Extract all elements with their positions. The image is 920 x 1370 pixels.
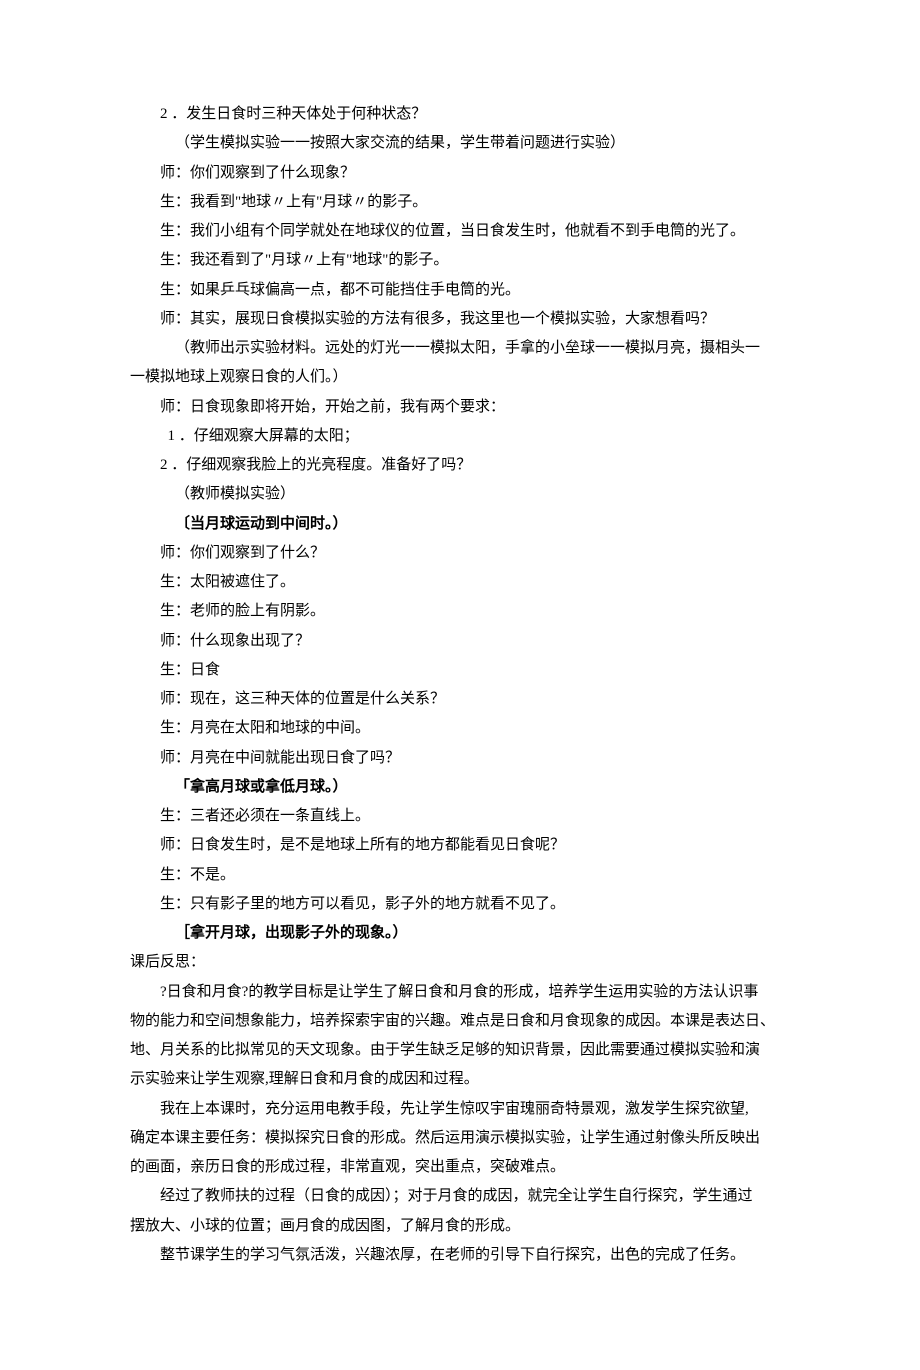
text-line: 生：三者还必须在一条直线上。 [130, 802, 785, 831]
text-line: 师：日食现象即将开始，开始之前，我有两个要求： [130, 393, 785, 422]
text-line: 一模拟地球上观察日食的人们。） [130, 363, 785, 392]
text-line: 生：太阳被遮住了。 [130, 568, 785, 597]
text-line: 生：只有影子里的地方可以看见，影子外的地方就看不见了。 [130, 890, 785, 919]
text-line: 2 ．仔细观察我脸上的光亮程度。准备好了吗？ [130, 451, 785, 480]
text-line: 的画面，亲历日食的形成过程，非常直观，突出重点，突破难点。 [130, 1153, 785, 1182]
text-line: 1 ．仔细观察大屏幕的太阳； [130, 422, 785, 451]
text-line: 示实验来让学生观察,理解日食和月食的成因和过程。 [130, 1065, 785, 1094]
text-line: 物的能力和空间想象能力，培养探索宇宙的兴趣。难点是日食和月食现象的成因。本课是表… [130, 1007, 785, 1036]
text-line: 师：现在，这三种天体的位置是什么关系？ [130, 685, 785, 714]
text-line: 生：我们小组有个同学就处在地球仪的位置，当日食发生时，他就看不到手电筒的光了。 [130, 217, 785, 246]
text-line: 确定本课主要任务：模拟探究日食的形成。然后运用演示模拟实验，让学生通过射像头所反… [130, 1124, 785, 1153]
text-line: 生：日食 [130, 656, 785, 685]
text-line: 师：什么现象出现了？ [130, 627, 785, 656]
text-line: 地、月关系的比拟常见的天文现象。由于学生缺乏足够的知识背景，因此需要通过模拟实验… [130, 1036, 785, 1065]
text-line: （教师模拟实验） [130, 480, 785, 509]
text-line: 经过了教师扶的过程（日食的成因）；对于月食的成因，就完全让学生自行探究，学生通过 [130, 1182, 785, 1211]
text-line: ［拿开月球，出现影子外的现象。） [130, 919, 785, 948]
text-line: 整节课学生的学习气氛活泼，兴趣浓厚，在老师的引导下自行探究，出色的完成了任务。 [130, 1241, 785, 1270]
text-line: ?日食和月食?的教学目标是让学生了解日食和月食的形成，培养学生运用实验的方法认识… [130, 978, 785, 1007]
text-line: 摆放大、小球的位置；画月食的成因图，了解月食的形成。 [130, 1212, 785, 1241]
text-line: 生：我看到"地球〃上有"月球〃的影子。 [130, 188, 785, 217]
text-line: 生：老师的脸上有阴影。 [130, 597, 785, 626]
text-line: 师：日食发生时，是不是地球上所有的地方都能看见日食呢？ [130, 831, 785, 860]
text-line: 生：月亮在太阳和地球的中间。 [130, 714, 785, 743]
text-line: 〔当月球运动到中间时。） [130, 510, 785, 539]
document-body: 2 ．发生日食时三种天体处于何种状态？（学生模拟实验一一按照大家交流的结果，学生… [130, 100, 785, 1270]
text-line: 师：月亮在中间就能出现日食了吗？ [130, 744, 785, 773]
text-line: 2 ．发生日食时三种天体处于何种状态？ [130, 100, 785, 129]
text-line: （学生模拟实验一一按照大家交流的结果，学生带着问题进行实验） [130, 129, 785, 158]
text-line: 生：我还看到了"月球〃上有"地球"的影子。 [130, 246, 785, 275]
text-line: 生：不是。 [130, 861, 785, 890]
text-line: 生：如果乒乓球偏高一点，都不可能挡住手电筒的光。 [130, 276, 785, 305]
text-line: 师：你们观察到了什么现象？ [130, 159, 785, 188]
text-line: （教师出示实验材料。远处的灯光一一模拟太阳，手拿的小垒球一一模拟月亮，摄相头一 [130, 334, 785, 363]
text-line: 课后反思： [130, 948, 785, 977]
text-line: 师：其实，展现日食模拟实验的方法有很多，我这里也一个模拟实验，大家想看吗？ [130, 305, 785, 334]
text-line: 师：你们观察到了什么？ [130, 539, 785, 568]
text-line: 我在上本课时，充分运用电教手段，先让学生惊叹宇宙瑰丽奇特景观，激发学生探究欲望, [130, 1095, 785, 1124]
text-line: 「拿高月球或拿低月球。） [130, 773, 785, 802]
